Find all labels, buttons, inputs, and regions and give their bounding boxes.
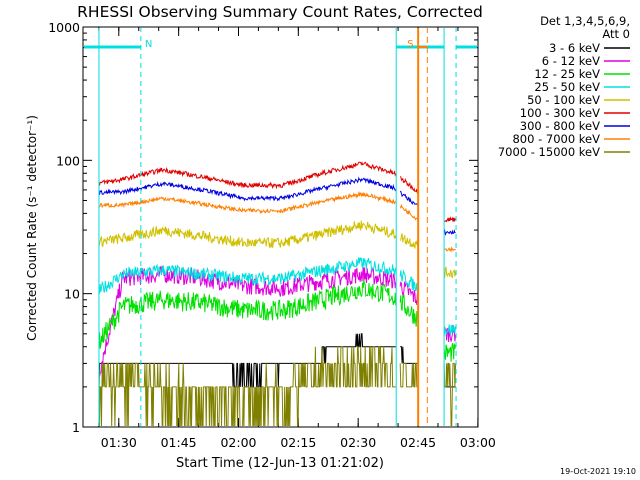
y-tick-label: 1 [72,420,80,435]
legend-item: 300 - 800 keV [520,119,630,133]
y-tick-label: 100 [56,153,80,168]
series-line [443,324,457,343]
legend-item-label: 7000 - 15000 keV [498,145,600,159]
legend-item: 12 - 25 keV [534,67,630,81]
series-line [98,220,397,248]
legend-item: 25 - 50 keV [534,80,630,94]
series-line [98,265,397,377]
series-9 [98,346,457,426]
legend-header-line2: Att 0 [602,27,630,41]
legend-item: 7000 - 15000 keV [498,145,630,159]
y-tick-label: 1000 [48,20,80,35]
series-7 [99,176,456,236]
series-8 [98,191,456,254]
series-line [98,346,396,426]
series-4 [98,257,457,337]
legend-item-label: 50 - 100 keV [527,93,600,107]
series-line [399,362,419,388]
series-line [98,257,397,294]
x-tick-label: 02:30 [340,435,376,450]
series-3 [98,279,457,362]
legend-item: 3 - 6 keV [549,41,630,55]
series-line [98,279,397,349]
x-tick-label: 02:00 [220,435,256,450]
series-line [444,246,456,254]
y-tick-label: 10 [64,287,80,302]
series-line [399,203,419,222]
series-line [99,176,397,202]
series-line [399,281,419,305]
x-tick-label: 01:45 [161,435,197,450]
legend-item-label: 3 - 6 keV [549,41,600,55]
series-line [443,229,456,236]
series-line [98,191,396,214]
series-line [399,269,419,295]
series-line [98,161,397,190]
legend-item-label: 6 - 12 keV [542,54,600,68]
legend-item-label: 300 - 800 keV [520,119,600,133]
x-tick-label: 01:30 [101,435,137,450]
series-1 [98,333,456,388]
legend-item: 100 - 300 keV [520,106,630,120]
plot-area: 1 10 100 1000 01:30 01:45 02:00 02:15 02:30 02:45… [48,20,496,450]
legend-item-label: 25 - 50 keV [534,80,600,94]
chart-title: RHESSI Observing Summary Count Rates, Co… [77,3,483,21]
annotation-label-n: N [145,39,152,50]
series-line [443,265,457,279]
series-line [399,176,419,194]
series-5 [98,220,457,279]
series-line [400,346,419,364]
annotation-label-s: S [407,39,413,50]
series-line [399,294,419,327]
data-layer [84,28,477,426]
series-line [443,362,457,426]
series-line [443,342,457,362]
legend-item: 6 - 12 keV [542,54,630,68]
x-tick-label: 02:45 [400,435,436,450]
series-line [98,333,396,388]
series-line [399,190,419,208]
legend-item-label: 12 - 25 keV [534,67,600,81]
series-2 [98,265,457,377]
legend-item-label: 100 - 300 keV [520,106,600,120]
legend-header-line1: Det 1,3,4,5,6,9, [540,14,630,28]
x-axis-label: Start Time (12-Jun-13 01:21:02) [176,456,384,471]
plot-frame [82,26,479,428]
x-tick-label: 02:15 [280,435,316,450]
legend-item: 800 - 7000 keV [512,132,630,146]
legend-item-label: 800 - 7000 keV [512,132,600,146]
series-line [399,233,419,249]
y-axis-label: Corrected Count Rate (s⁻¹ detector⁻¹) [25,115,39,341]
series-line [443,324,457,337]
legend-item: 50 - 100 keV [527,93,630,107]
series-line [444,216,457,223]
x-tick-label: 03:00 [460,435,496,450]
footer-timestamp: 19-Oct-2021 19:10 [560,467,636,476]
series-6 [98,161,457,223]
